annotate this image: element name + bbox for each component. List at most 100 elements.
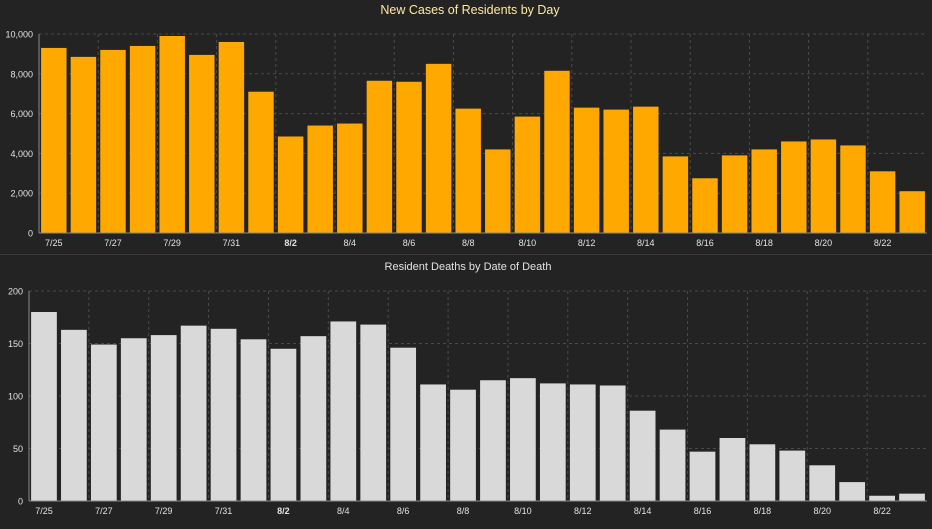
deaths-bar-8-1: [240, 339, 267, 501]
deaths-bar-7-28: [120, 338, 147, 501]
cases-x-tick-label: 8/12: [578, 238, 596, 248]
cases-x-tick-label: 8/16: [696, 238, 714, 248]
cases-bar-7-25: [41, 47, 67, 234]
cases-bar-8-17: [721, 155, 748, 233]
cases-bar-8-21: [840, 145, 866, 233]
cases-bar-8-15: [662, 156, 689, 233]
cases-x-tick-label: 7/31: [223, 238, 241, 248]
cases-bar-7-30: [189, 54, 215, 233]
deaths-bar-8-17: [719, 438, 746, 501]
deaths-bar-8-21: [839, 482, 866, 501]
cases-x-tick-label: 8/2: [284, 238, 297, 248]
deaths-bar-8-9: [480, 380, 506, 501]
deaths-chart: 0 50 100 150 200 7/25 7/27 7/29 7/31 8/2 8/4 8/6 8/8…: [8, 287, 927, 516]
cases-y-tick-label: 4,000: [10, 149, 33, 159]
deaths-bar-8-22: [869, 495, 895, 501]
cases-bar-8-3: [307, 125, 333, 233]
cases-x-tick-label: 7/29: [163, 238, 181, 248]
deaths-x-tick-label: 8/16: [694, 506, 712, 516]
cases-bar-8-9: [485, 149, 511, 233]
cases-y-tick-label: 8,000: [10, 69, 33, 79]
deaths-bar-8-12: [569, 384, 596, 501]
deaths-x-tick-label: 8/20: [813, 506, 831, 516]
deaths-bar-7-26: [61, 329, 87, 501]
cases-x-tick-label: 8/6: [403, 238, 416, 248]
deaths-x-tick-label: 7/31: [215, 506, 233, 516]
deaths-x-tick-label: 8/6: [397, 506, 410, 516]
cases-bar-8-20: [810, 139, 837, 233]
cases-x-tick-label: 8/14: [637, 238, 655, 248]
cases-chart: 0 2,000 4,000 6,000 8,000 10,000 7/25 7/27 7/29 7…: [5, 30, 927, 248]
cases-bar-8-12: [573, 107, 600, 233]
deaths-y-tick-label: 100: [8, 392, 23, 402]
deaths-bar-8-18: [749, 444, 776, 501]
deaths-y-tick-label: 50: [13, 444, 23, 454]
deaths-x-tick-label: 8/10: [514, 506, 532, 516]
deaths-bar-8-3: [300, 336, 327, 501]
deaths-bar-7-31: [210, 328, 237, 501]
cases-bar-8-1: [248, 91, 274, 234]
cases-x-tick-label: 7/27: [104, 238, 122, 248]
deaths-bar-7-30: [180, 325, 207, 501]
deaths-bar-7-29: [150, 335, 177, 501]
cases-bar-7-31: [218, 41, 245, 234]
deaths-bar-8-19: [779, 450, 806, 501]
deaths-bar-8-20: [809, 465, 836, 501]
deaths-y-tick-label: 200: [8, 287, 23, 297]
cases-bar-8-6: [396, 81, 422, 233]
cases-bar-8-16: [692, 178, 718, 233]
deaths-x-tick-label: 7/27: [95, 506, 113, 516]
deaths-bar-8-7: [420, 384, 446, 501]
deaths-bar-8-8: [450, 389, 476, 501]
cases-x-tick-label: 8/20: [815, 238, 833, 248]
deaths-y-tick-label: 0: [18, 497, 23, 507]
cases-bar-8-11: [544, 70, 570, 233]
deaths-bar-8-23: [899, 493, 925, 501]
deaths-bar-8-11: [539, 383, 566, 501]
deaths-bar-8-5: [360, 324, 387, 501]
cases-bar-8-7: [425, 63, 452, 233]
deaths-bar-8-13: [599, 385, 626, 501]
cases-bar-8-23: [899, 191, 925, 233]
cases-bar-8-8: [455, 108, 481, 233]
deaths-x-tick-label: 8/12: [574, 506, 592, 516]
deaths-x-tick-label: 8/2: [277, 506, 290, 516]
deaths-x-tick-label: 8/8: [457, 506, 470, 516]
deaths-x-tick-label: 8/14: [634, 506, 652, 516]
cases-y-tick-label: 2,000: [10, 189, 33, 199]
cases-x-tick-label: 8/4: [344, 238, 357, 248]
cases-x-tick-label: 7/25: [45, 238, 63, 248]
cases-chart-title: New Cases of Residents by Day: [380, 3, 560, 17]
deaths-y-tick-label: 150: [8, 339, 23, 349]
cases-bar-8-13: [603, 109, 629, 233]
deaths-bar-7-27: [90, 344, 117, 501]
deaths-bar-7-25: [31, 312, 57, 501]
cases-bar-8-14: [633, 106, 659, 233]
cases-bar-7-29: [159, 35, 185, 233]
cases-x-tick-label: 8/22: [874, 238, 892, 248]
cases-y-tick-label: 0: [28, 229, 33, 239]
cases-bar-8-5: [366, 80, 393, 233]
deaths-bar-8-6: [390, 347, 417, 501]
cases-y-tick-label: 10,000: [5, 30, 33, 40]
deaths-x-tick-label: 7/29: [155, 506, 173, 516]
cases-x-tick-label: 8/18: [755, 238, 773, 248]
cases-bar-8-22: [869, 171, 896, 233]
cases-bar-8-10: [514, 116, 541, 233]
deaths-x-tick-label: 8/22: [873, 506, 891, 516]
cases-bar-8-19: [781, 141, 807, 233]
cases-bar-7-27: [100, 49, 126, 233]
cases-bar-7-26: [70, 56, 97, 234]
cases-x-tick-label: 8/10: [519, 238, 537, 248]
cases-x-tick-label: 8/8: [462, 238, 475, 248]
deaths-x-tick-label: 8/4: [337, 506, 350, 516]
cases-bar-8-18: [751, 149, 777, 233]
cases-bar-8-2: [277, 136, 304, 233]
deaths-x-tick-label: 7/25: [35, 506, 53, 516]
deaths-x-tick-label: 8/18: [754, 506, 772, 516]
deaths-bar-8-10: [510, 378, 536, 501]
deaths-bar-8-2: [270, 348, 297, 501]
cases-bar-8-4: [337, 123, 363, 233]
